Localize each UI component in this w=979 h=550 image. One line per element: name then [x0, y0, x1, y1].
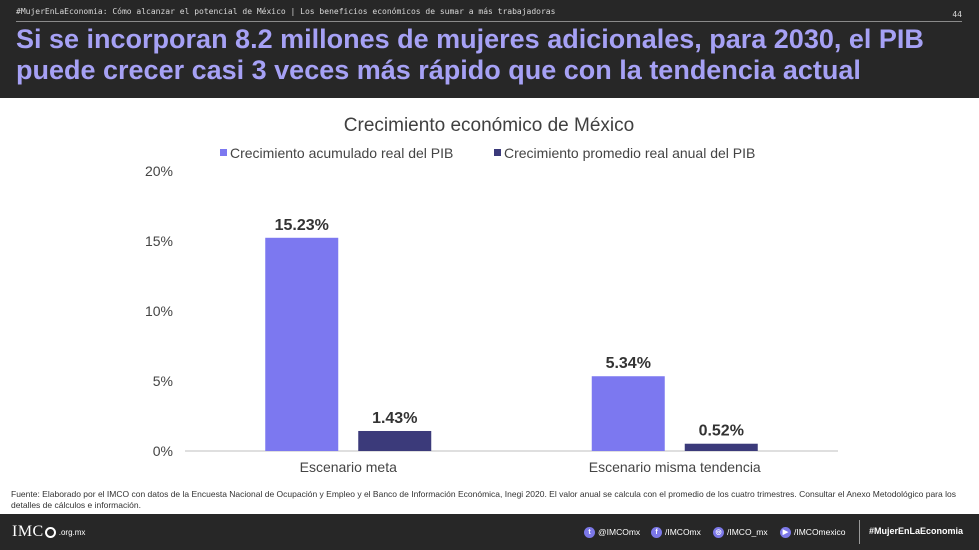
social-instagram[interactable]: ◎ /IMCO_mx	[713, 525, 768, 539]
footer-divider	[859, 520, 860, 544]
legend-swatch	[220, 149, 227, 156]
y-tick-label: 5%	[153, 373, 173, 389]
source-note: Fuente: Elaborado por el IMCO con datos …	[11, 489, 956, 510]
imco-logo: IMC .org.mx	[12, 523, 85, 541]
youtube-icon: ▶	[780, 526, 791, 538]
legend-swatch	[494, 149, 501, 156]
data-label: 15.23%	[275, 217, 329, 234]
y-tick-label: 15%	[145, 233, 173, 249]
page-number: 44	[952, 10, 962, 19]
chart-title: Crecimiento económico de México	[344, 115, 634, 136]
logo-suffix: .org.mx	[58, 527, 86, 537]
x-tick-label: Escenario misma tendencia	[589, 459, 761, 475]
data-label: 1.43%	[372, 410, 417, 427]
slide-title: Si se incorporan 8.2 millones de mujeres…	[16, 24, 924, 85]
logo-ring-icon	[44, 526, 56, 538]
bar	[684, 443, 758, 451]
bar	[265, 237, 339, 451]
y-tick-label: 20%	[145, 163, 173, 179]
x-tick-label: Escenario meta	[300, 459, 397, 475]
header-divider	[16, 21, 962, 22]
facebook-icon: f	[651, 526, 662, 538]
hashtag: #MujerEnLaEconomia	[869, 526, 964, 536]
social-facebook[interactable]: f /IMCOmx	[651, 525, 701, 539]
logo-text: IMC	[12, 523, 44, 540]
data-label: 5.34%	[606, 355, 651, 372]
social-youtube[interactable]: ▶ /IMCOmexico	[780, 525, 845, 539]
instagram-icon: ◎	[713, 526, 724, 538]
legend-label: Crecimiento acumulado real del PIB	[230, 145, 453, 161]
social-label: /IMCO_mx	[727, 527, 768, 537]
legend-label: Crecimiento promedio real anual del PIB	[504, 145, 755, 161]
social-twitter[interactable]: t @IMCOmx	[584, 525, 640, 539]
bar	[591, 376, 665, 451]
y-tick-label: 10%	[145, 303, 173, 319]
twitter-icon: t	[584, 526, 595, 538]
bar	[358, 430, 432, 451]
slide-footer: IMC .org.mx t @IMCOmx f /IMCOmx ◎ /IMCO_…	[0, 514, 979, 550]
bar-chart: Crecimiento económico de México Crecimien…	[145, 115, 838, 475]
slide-header: #MujerEnLaEconomia: Cómo alcanzar el pot…	[0, 0, 979, 98]
social-label: /IMCOmexico	[794, 527, 846, 537]
breadcrumb: #MujerEnLaEconomia: Cómo alcanzar el pot…	[16, 7, 556, 16]
social-label: @IMCOmx	[598, 527, 641, 537]
data-label: 0.52%	[699, 423, 744, 440]
social-label: /IMCOmx	[665, 527, 701, 537]
y-tick-label: 0%	[153, 443, 173, 459]
